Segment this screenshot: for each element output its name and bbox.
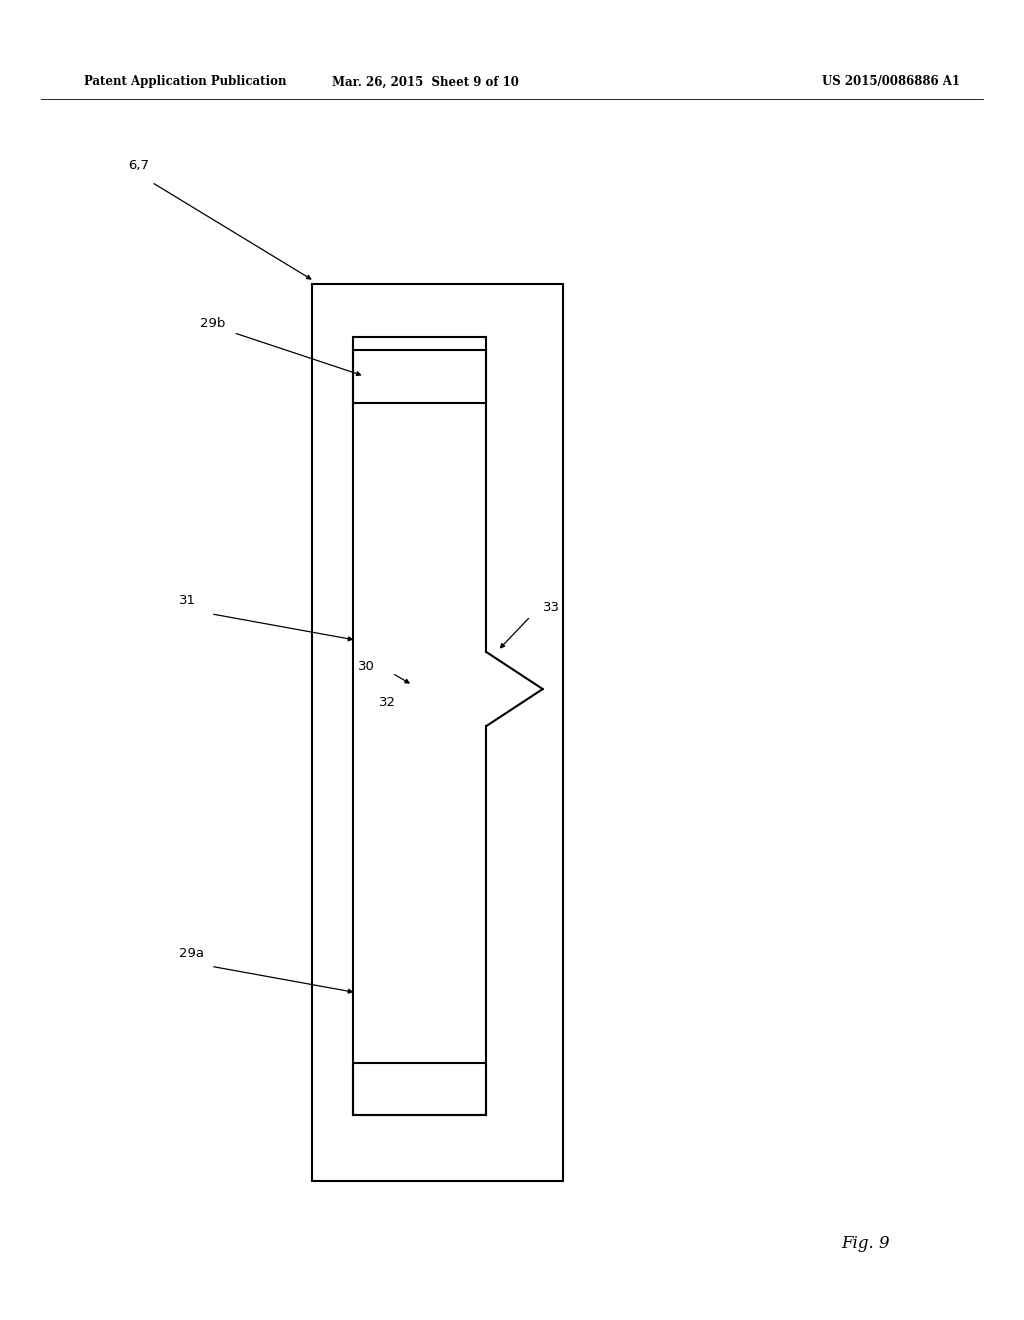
Text: Mar. 26, 2015  Sheet 9 of 10: Mar. 26, 2015 Sheet 9 of 10 — [332, 75, 518, 88]
Text: 30: 30 — [358, 660, 375, 673]
Bar — [353, 350, 486, 403]
Text: 31: 31 — [179, 594, 197, 607]
Text: Fig. 9: Fig. 9 — [841, 1236, 890, 1251]
Bar — [312, 284, 563, 1181]
Text: 32: 32 — [379, 696, 396, 709]
Text: 6,7: 6,7 — [128, 158, 150, 172]
Text: 29b: 29b — [200, 317, 225, 330]
Text: Patent Application Publication: Patent Application Publication — [84, 75, 287, 88]
Text: 29a: 29a — [179, 946, 204, 960]
Text: 33: 33 — [543, 601, 560, 614]
Bar — [353, 1063, 486, 1115]
Text: US 2015/0086886 A1: US 2015/0086886 A1 — [822, 75, 959, 88]
